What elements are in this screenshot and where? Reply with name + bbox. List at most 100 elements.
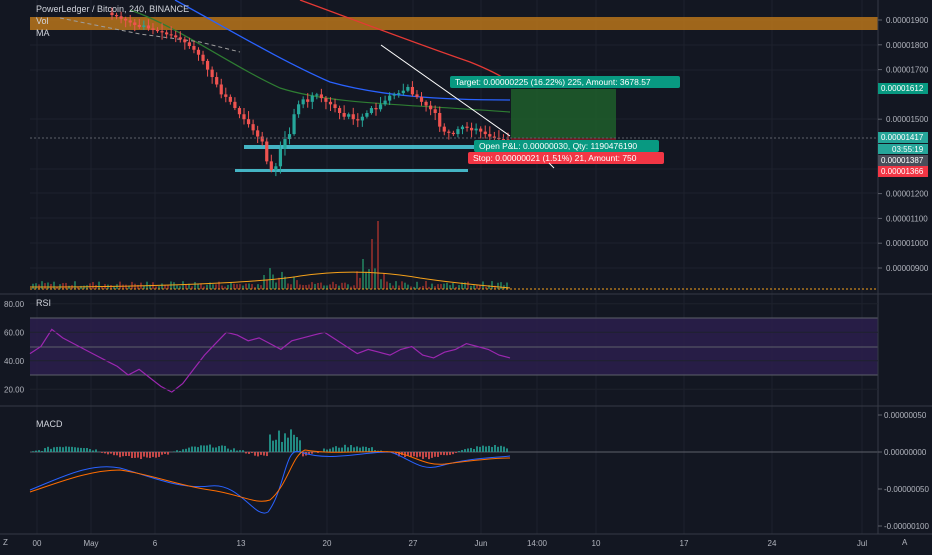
- candle-body[interactable]: [160, 31, 163, 32]
- candle-body[interactable]: [361, 117, 364, 121]
- candle-body[interactable]: [170, 34, 173, 35]
- candle-body[interactable]: [384, 101, 387, 105]
- candle-body[interactable]: [324, 98, 327, 102]
- candle-body[interactable]: [265, 142, 268, 162]
- macd-legend[interactable]: MACD: [36, 419, 63, 429]
- candle-body[interactable]: [165, 32, 168, 34]
- candle-body[interactable]: [306, 99, 309, 101]
- candle-body[interactable]: [215, 77, 218, 84]
- candle-body[interactable]: [365, 113, 368, 117]
- candle-body[interactable]: [279, 149, 282, 166]
- candle-body[interactable]: [352, 114, 355, 119]
- candle-body[interactable]: [133, 22, 136, 24]
- candle-body[interactable]: [338, 108, 341, 113]
- target-label[interactable]: Target: 0.00000225 (16.22%) 225, Amount:…: [450, 76, 680, 88]
- candle-body[interactable]: [188, 42, 191, 46]
- candle-body[interactable]: [179, 37, 182, 39]
- macd-histogram-bar: [212, 448, 214, 452]
- ma-legend[interactable]: MA: [36, 28, 50, 38]
- candle-body[interactable]: [147, 25, 150, 28]
- candle-body[interactable]: [211, 70, 214, 77]
- candle-body[interactable]: [415, 94, 418, 96]
- candle-body[interactable]: [447, 132, 450, 133]
- candle-body[interactable]: [411, 87, 414, 94]
- candle-body[interactable]: [443, 127, 446, 132]
- stop-label[interactable]: Stop: 0.00000021 (1.51%) 21, Amount: 750: [468, 152, 664, 164]
- candle-body[interactable]: [343, 113, 346, 117]
- candle-body[interactable]: [297, 104, 300, 114]
- candle-body[interactable]: [420, 97, 423, 102]
- candle-body[interactable]: [311, 96, 314, 102]
- candle-body[interactable]: [424, 102, 427, 106]
- candle-body[interactable]: [470, 128, 473, 130]
- candle-body[interactable]: [347, 114, 350, 116]
- candle-body[interactable]: [142, 25, 145, 26]
- candle-body[interactable]: [333, 104, 336, 108]
- candle-body[interactable]: [379, 104, 382, 109]
- candle-body[interactable]: [393, 94, 396, 95]
- candle-body[interactable]: [183, 39, 186, 42]
- candle-body[interactable]: [238, 108, 241, 114]
- candle-body[interactable]: [252, 124, 255, 130]
- timezone-toggle[interactable]: Z: [3, 538, 8, 547]
- candle-body[interactable]: [242, 114, 245, 119]
- vol-legend[interactable]: Vol: [36, 16, 49, 26]
- candle-body[interactable]: [129, 20, 132, 22]
- candle-body[interactable]: [192, 46, 195, 50]
- candle-body[interactable]: [229, 97, 232, 102]
- volume-bar: [305, 285, 307, 289]
- candle-body[interactable]: [315, 94, 318, 95]
- candle-body[interactable]: [233, 102, 236, 108]
- candle-body[interactable]: [388, 96, 391, 101]
- candle-body[interactable]: [220, 84, 223, 94]
- candle-body[interactable]: [370, 108, 373, 113]
- candle-body[interactable]: [461, 127, 464, 129]
- candle-body[interactable]: [429, 106, 432, 110]
- candle-body[interactable]: [329, 102, 332, 104]
- candle-body[interactable]: [274, 166, 277, 170]
- candle-body[interactable]: [124, 19, 127, 21]
- candle-body[interactable]: [374, 108, 377, 109]
- volume-bar: [473, 285, 475, 289]
- rsi-legend[interactable]: RSI: [36, 298, 51, 308]
- candle-body[interactable]: [484, 132, 487, 134]
- candle-body[interactable]: [174, 35, 177, 37]
- candle-body[interactable]: [247, 119, 250, 124]
- candle-body[interactable]: [115, 15, 118, 16]
- candle-body[interactable]: [479, 129, 482, 132]
- auto-scale-toggle[interactable]: A: [902, 538, 908, 547]
- candle-body[interactable]: [434, 109, 437, 113]
- candle-body[interactable]: [406, 87, 409, 91]
- candle-body[interactable]: [452, 133, 455, 134]
- pnl-label[interactable]: Open P&L: 0.00000030, Qty: 1190476190: [474, 140, 659, 152]
- candle-body[interactable]: [438, 113, 441, 127]
- candle-body[interactable]: [261, 137, 264, 142]
- candle-body[interactable]: [256, 130, 259, 136]
- candle-body[interactable]: [320, 94, 323, 98]
- candle-body[interactable]: [397, 93, 400, 94]
- candle-body[interactable]: [465, 127, 468, 128]
- candle-body[interactable]: [283, 139, 286, 149]
- candle-body[interactable]: [302, 99, 305, 104]
- candle-body[interactable]: [292, 114, 295, 134]
- candle-body[interactable]: [402, 91, 405, 93]
- candle-body[interactable]: [206, 61, 209, 70]
- candle-body[interactable]: [138, 25, 141, 27]
- candle-body[interactable]: [502, 139, 505, 140]
- candle-body[interactable]: [475, 129, 478, 131]
- candle-body[interactable]: [201, 55, 204, 61]
- candle-body[interactable]: [120, 16, 123, 18]
- candle-body[interactable]: [356, 119, 359, 120]
- chart-title[interactable]: PowerLedger / Bitcoin, 240, BINANCE: [36, 4, 189, 14]
- volume-bar: [359, 278, 361, 289]
- candle-body[interactable]: [224, 94, 227, 96]
- candle-body[interactable]: [270, 161, 273, 170]
- candle-body[interactable]: [197, 50, 200, 55]
- candle-body[interactable]: [456, 129, 459, 134]
- candle-body[interactable]: [151, 28, 154, 29]
- candle-body[interactable]: [156, 30, 159, 31]
- target-zone[interactable]: [511, 89, 616, 138]
- candle-body[interactable]: [488, 134, 491, 136]
